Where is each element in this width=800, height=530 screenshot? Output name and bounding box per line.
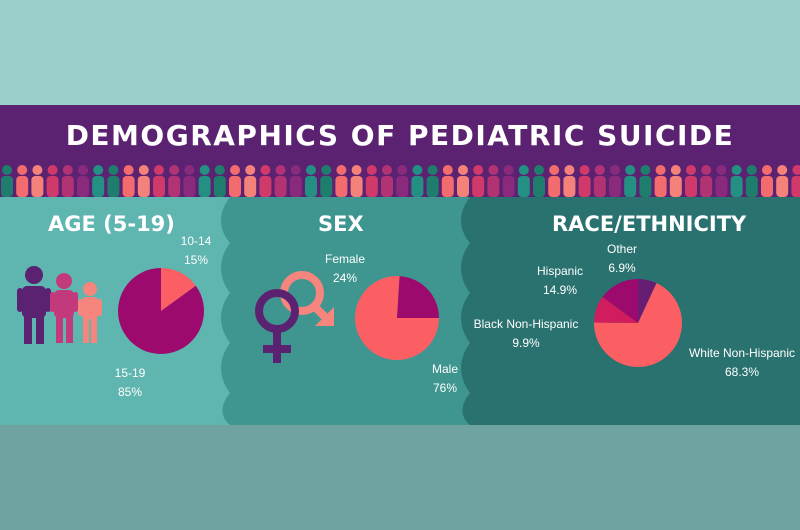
person-icon: [335, 165, 348, 197]
person-icon: [137, 165, 150, 197]
title-banner: DEMOGRAPHICS OF PEDIATRIC SUICIDE: [0, 105, 800, 197]
slice-label: 10-14: [180, 234, 212, 248]
person-icon: [609, 165, 621, 197]
person-icon: [31, 165, 44, 197]
person-icon: [168, 165, 181, 197]
age-chart-title: AGE (5-19): [48, 212, 175, 236]
person-icon: [502, 165, 515, 197]
pie-slice-white-non-hispanic: [594, 283, 682, 367]
pie-slice-female: [397, 276, 439, 318]
pie-slice-black-non-hispanic: [594, 296, 638, 323]
slice-label: 15-19: [114, 366, 146, 380]
person-icon: [457, 165, 469, 197]
person-icon: [305, 165, 317, 197]
person-icon: [593, 165, 606, 197]
pie-slice-hispanic: [602, 279, 638, 323]
person-icon: [244, 165, 257, 197]
person-icon: [411, 165, 424, 197]
person-icon: [548, 165, 561, 197]
person-icon: [46, 165, 59, 197]
slice-label: White Non-Hispanic: [688, 346, 796, 360]
person-icon: [700, 165, 713, 197]
person-icon: [669, 165, 682, 197]
person-icon: [350, 165, 363, 197]
person-icon: [107, 165, 120, 197]
person-icon: [517, 165, 530, 197]
slice-label: Hispanic: [536, 264, 584, 278]
slice-value: 24%: [332, 271, 358, 285]
person-icon: [153, 165, 165, 197]
person-icon: [791, 165, 800, 197]
person-icon: [472, 165, 485, 197]
race-label-hispanic: Hispanic 14.9%: [530, 262, 590, 300]
person-icon: [183, 165, 196, 197]
person-icon: [624, 165, 637, 197]
person-icon: [563, 165, 576, 197]
person-icon: [487, 165, 500, 197]
person-icon: [16, 165, 29, 197]
person-icon: [274, 165, 287, 197]
person-icon: [1, 165, 13, 197]
sex-chart-title: SEX: [318, 212, 364, 236]
family-icon: [17, 266, 102, 344]
person-icon: [639, 165, 652, 197]
person-icon: [320, 165, 333, 197]
race-label-other: Other 6.9%: [592, 240, 652, 278]
person-icon: [229, 165, 241, 197]
person-icon: [122, 165, 135, 197]
person-icon: [441, 165, 454, 197]
person-icon: [715, 165, 728, 197]
person-icon: [578, 165, 591, 197]
slice-value: 6.9%: [608, 261, 636, 275]
slice-label: Black Non-Hispanic: [473, 317, 579, 331]
person-icon: [730, 165, 743, 197]
female-symbol-icon: [255, 289, 299, 363]
slice-value: 76%: [432, 381, 458, 395]
race-label-white-non-hispanic: White Non-Hispanic 68.3%: [688, 344, 796, 382]
race-chart-title: RACE/ETHNICITY: [552, 212, 747, 236]
person-icon: [654, 165, 667, 197]
slice-value: 85%: [117, 385, 143, 399]
person-icon: [289, 165, 302, 197]
person-icon: [761, 165, 773, 197]
person-icon: [745, 165, 758, 197]
panel-age-background: [0, 197, 230, 425]
person-icon: [381, 165, 393, 197]
race-label-black-non-hispanic: Black Non-Hispanic 9.9%: [470, 315, 582, 353]
person-icon: [426, 165, 439, 197]
slice-value: 15%: [183, 253, 209, 267]
pie-slice-10-14: [161, 268, 196, 311]
slice-label: Male: [431, 362, 458, 376]
person-icon: [533, 165, 545, 197]
sex-label-female: Female 24%: [315, 250, 375, 288]
background-top: [0, 0, 800, 105]
person-icon: [61, 165, 74, 197]
person-icon: [198, 165, 211, 197]
age-label-15-19: 15-19 85%: [102, 364, 158, 402]
person-icon: [365, 165, 378, 197]
person-icon: [685, 165, 697, 197]
person-icon: [213, 165, 226, 197]
pie-slice-15-19: [118, 268, 204, 354]
person-icon: [259, 165, 272, 197]
background-bottom: [0, 425, 800, 530]
age-label-10-14: 10-14 15%: [168, 232, 224, 270]
slice-value: 9.9%: [512, 336, 540, 350]
person-icon: [396, 165, 409, 197]
slice-value: 14.9%: [542, 283, 578, 297]
pie-charts: [118, 268, 682, 367]
person-icon: [776, 165, 789, 197]
slice-label: Other: [606, 242, 637, 256]
person-row-icons: [1, 165, 800, 197]
sex-label-male: Male 76%: [420, 360, 470, 398]
pie-slice-other: [638, 279, 657, 323]
slice-label: Female: [324, 252, 365, 266]
person-icon: [92, 165, 105, 197]
page-title: DEMOGRAPHICS OF PEDIATRIC SUICIDE: [65, 119, 735, 152]
person-icon: [77, 165, 89, 197]
slice-value: 68.3%: [724, 365, 760, 379]
chart-panels: [0, 197, 800, 425]
